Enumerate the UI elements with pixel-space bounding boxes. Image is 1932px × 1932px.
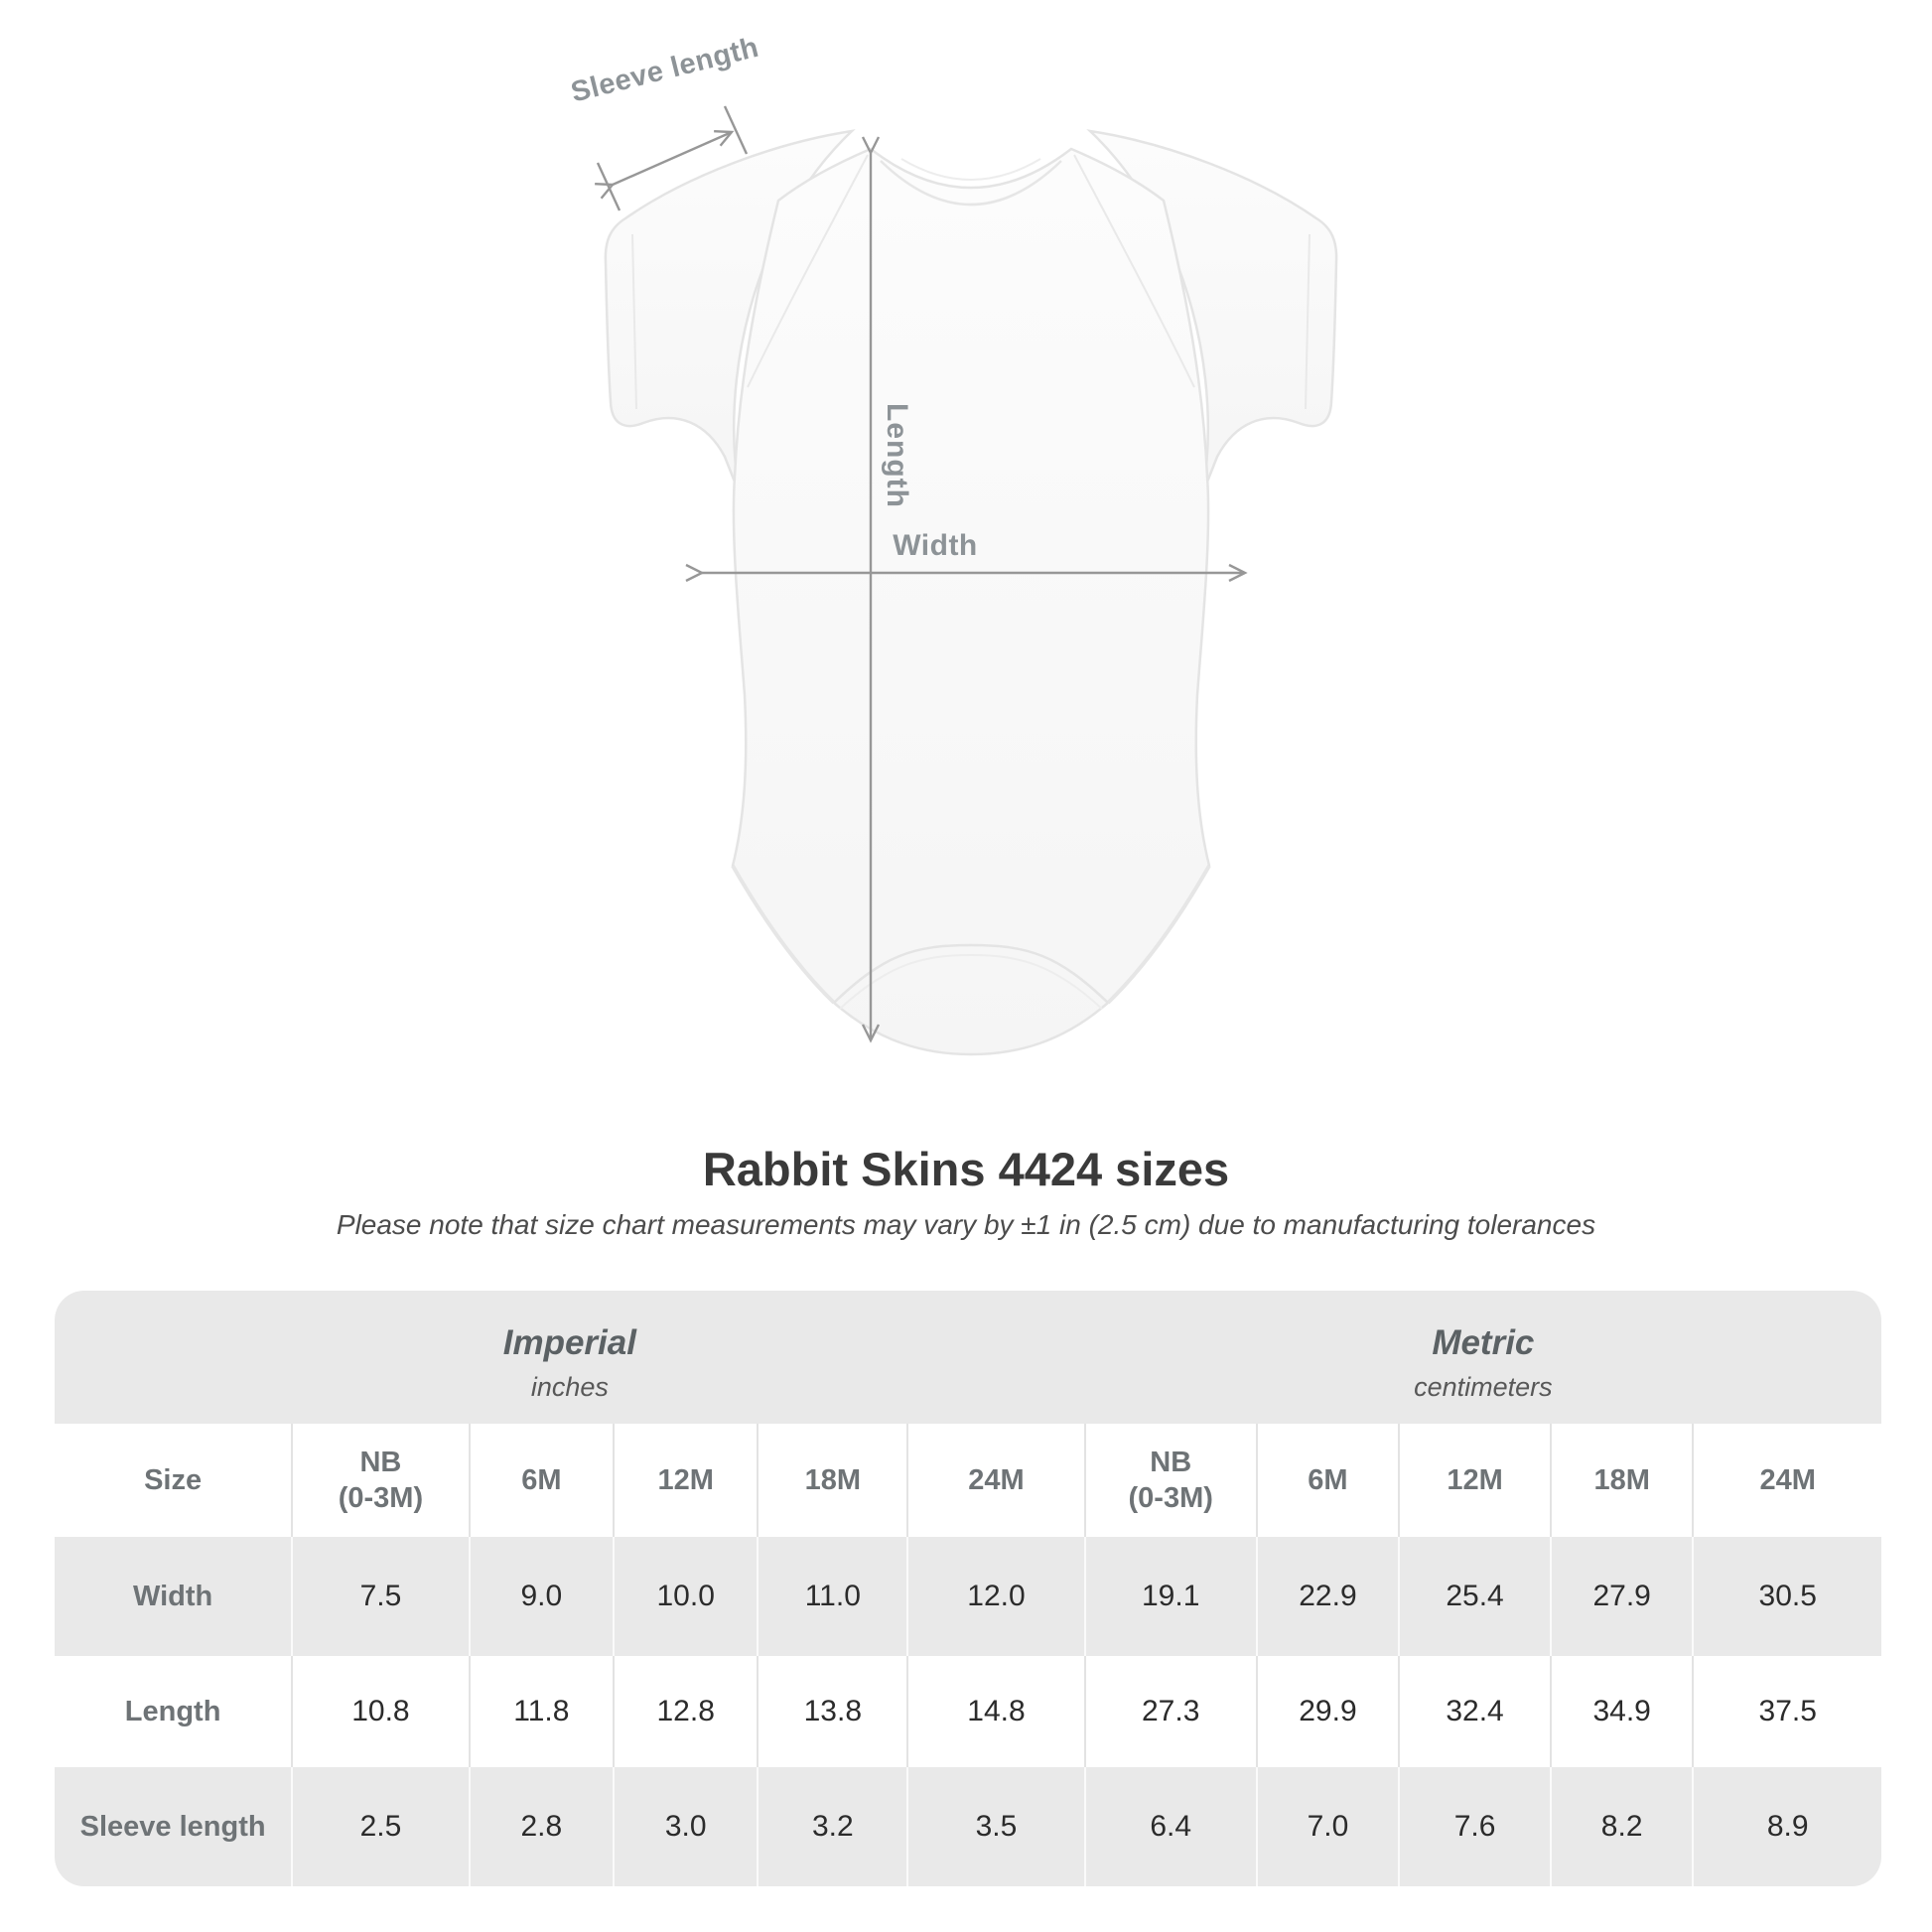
cell: 27.3 <box>1083 1656 1257 1767</box>
cell: 3.5 <box>906 1767 1085 1886</box>
sleeve-extension-tick-left <box>596 162 621 211</box>
row-label: Length <box>55 1656 293 1767</box>
sleeve-dimension-line <box>595 129 735 200</box>
cell: 30.5 <box>1692 1537 1881 1656</box>
column-header: 24M <box>1692 1424 1881 1537</box>
size-table: Imperial inches Metric centimeters Size … <box>55 1291 1881 1886</box>
cell: 7.5 <box>291 1537 470 1656</box>
table-row: Length 10.8 11.8 12.8 13.8 14.8 27.3 29.9 32.4 34… <box>55 1656 1881 1767</box>
imperial-unit: inches <box>530 1371 609 1402</box>
cell: 10.8 <box>291 1656 470 1767</box>
cell: 3.2 <box>757 1767 908 1886</box>
metric-unit: centimeters <box>1414 1371 1553 1402</box>
cell: 11.8 <box>468 1656 615 1767</box>
table-row: Width 7.5 9.0 10.0 11.0 12.0 19.1 22.9 25.4 27.9 3… <box>55 1537 1881 1656</box>
column-header-row: Size NB (0-3M) 6M 12M 18M 24M NB (0-3M) 6M 12M 1… <box>55 1424 1881 1537</box>
cell: 2.8 <box>468 1767 615 1886</box>
cell: 8.9 <box>1692 1767 1881 1886</box>
width-label: Width <box>893 529 978 562</box>
cell: 11.0 <box>757 1537 908 1656</box>
cell: 19.1 <box>1083 1537 1257 1656</box>
size-col-header: Size <box>55 1424 293 1537</box>
column-header: NB (0-3M) <box>291 1424 470 1537</box>
cell: 10.0 <box>613 1537 759 1656</box>
cell: 13.8 <box>757 1656 908 1767</box>
cell: 12.8 <box>613 1656 759 1767</box>
cell: 29.9 <box>1255 1656 1400 1767</box>
cell: 8.2 <box>1549 1767 1694 1886</box>
cell: 22.9 <box>1255 1537 1400 1656</box>
bodysuit-body <box>731 147 1211 1056</box>
column-header: 24M <box>906 1424 1085 1537</box>
column-header: 6M <box>468 1424 615 1537</box>
cell: 34.9 <box>1549 1656 1694 1767</box>
garment-illustration <box>595 105 1338 1056</box>
column-header: NB (0-3M) <box>1083 1424 1257 1537</box>
cell: 25.4 <box>1398 1537 1551 1656</box>
sleeves <box>604 129 1338 495</box>
imperial-label: Imperial <box>502 1323 636 1363</box>
dimension-lines <box>595 105 1248 1043</box>
cell: 14.8 <box>906 1656 1085 1767</box>
length-label: Length <box>881 403 913 508</box>
table-row: Sleeve length 2.5 2.8 3.0 3.2 3.5 6.4 7.0 7.6 8.2… <box>55 1767 1881 1886</box>
column-header: 12M <box>1398 1424 1551 1537</box>
page-title: Rabbit Skins 4424 sizes <box>702 1143 1230 1195</box>
column-header: 6M <box>1255 1424 1400 1537</box>
garment-figure: Sleeve length Length Width <box>568 32 1338 1056</box>
row-label: Sleeve length <box>55 1767 293 1886</box>
cell: 7.6 <box>1398 1767 1551 1886</box>
sleeve-extension-tick-right <box>723 105 749 155</box>
tolerance-note: Please note that size chart measurements… <box>336 1209 1596 1240</box>
cell: 7.0 <box>1255 1767 1400 1886</box>
unit-group-row: Imperial inches Metric centimeters <box>55 1291 1881 1424</box>
cell: 27.9 <box>1549 1537 1694 1656</box>
cell: 2.5 <box>291 1767 470 1886</box>
size-table-grid: Imperial inches Metric centimeters Size … <box>55 1291 1881 1886</box>
column-header: 18M <box>1549 1424 1694 1537</box>
cell: 6.4 <box>1083 1767 1257 1886</box>
metric-group-header: Metric centimeters <box>1084 1291 1881 1424</box>
row-label: Width <box>55 1537 293 1656</box>
cell: 37.5 <box>1692 1656 1881 1767</box>
column-header: 12M <box>613 1424 759 1537</box>
cell: 12.0 <box>906 1537 1085 1656</box>
metric-label: Metric <box>1432 1323 1535 1363</box>
cell: 3.0 <box>613 1767 759 1886</box>
cell: 32.4 <box>1398 1656 1551 1767</box>
cell: 9.0 <box>468 1537 615 1656</box>
imperial-group-header: Imperial inches <box>55 1291 1085 1424</box>
column-header: 18M <box>757 1424 908 1537</box>
